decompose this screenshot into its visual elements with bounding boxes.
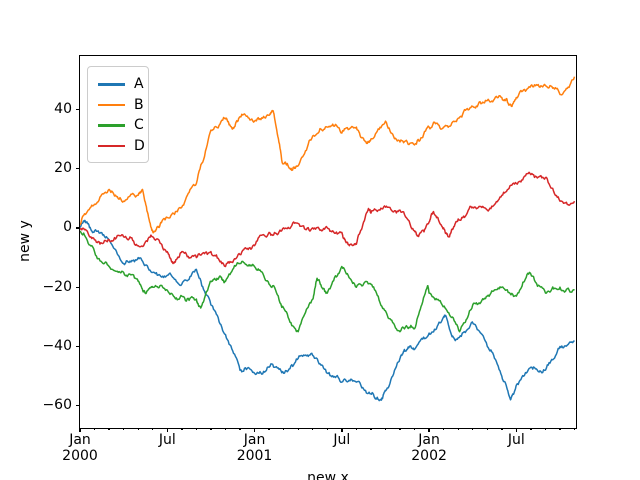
x-tick-label-year: 2001 <box>236 447 273 464</box>
x-minor-tick-mark <box>195 428 198 431</box>
x-minor-tick-mark <box>123 428 125 431</box>
y-tick-mark <box>75 168 80 170</box>
x-tick-label-year: 2000 <box>62 447 98 464</box>
x-minor-tick-mark <box>370 428 372 431</box>
y-tick-mark <box>75 405 80 407</box>
series-line-a <box>80 219 575 402</box>
legend-line-sample-d <box>98 144 125 147</box>
y-tick-label: −60 <box>42 397 72 414</box>
legend-entry-b: B <box>96 95 144 116</box>
y-tick-mark <box>75 345 80 348</box>
x-axis-label: new x <box>307 470 349 480</box>
x-minor-tick-mark <box>93 428 96 431</box>
legend-line-sample-a <box>98 83 125 86</box>
x-tick-label-month: Jan <box>418 432 440 448</box>
y-tick-label: 0 <box>63 219 72 236</box>
y-tick-label: 20 <box>54 160 72 177</box>
x-minor-tick-mark <box>326 428 328 431</box>
x-tick-label: Jul <box>307 432 377 449</box>
y-tick-mark <box>75 227 80 229</box>
x-tick-label-month: Jul <box>158 432 176 448</box>
x-minor-tick-mark <box>413 428 416 431</box>
x-minor-tick-mark <box>297 428 299 431</box>
y-tick-mark <box>75 108 80 111</box>
series-line-d <box>80 171 576 268</box>
x-tick-label-year: 2002 <box>411 447 447 464</box>
x-tick-label: Jan 2002 <box>394 432 464 464</box>
legend-line-sample-b <box>98 103 125 106</box>
x-minor-tick-mark <box>152 428 154 431</box>
x-major-tick-mark <box>253 428 256 432</box>
x-minor-tick-mark <box>268 428 270 431</box>
x-minor-tick-mark <box>210 428 212 431</box>
x-minor-tick-mark <box>472 428 474 431</box>
x-minor-tick-mark <box>457 428 459 431</box>
x-minor-tick-mark <box>544 428 547 431</box>
x-major-tick-mark <box>515 428 518 432</box>
legend-entry-d: D <box>96 136 145 157</box>
x-tick-label-month: Jan <box>69 432 91 448</box>
x-tick-label: Jan 2000 <box>45 432 115 464</box>
x-minor-tick-mark <box>443 428 445 431</box>
y-axis-label: new y <box>17 220 33 262</box>
x-major-tick-mark <box>79 428 81 432</box>
x-tick-label: Jul <box>132 432 202 449</box>
x-minor-tick-mark <box>137 428 139 431</box>
x-minor-tick-mark <box>108 428 110 431</box>
line-chart <box>80 76 576 402</box>
x-minor-tick-mark <box>530 428 532 431</box>
legend-label: D <box>134 137 145 154</box>
x-major-tick-mark <box>341 428 343 432</box>
legend-label: B <box>134 96 144 113</box>
legend-label: C <box>134 117 144 134</box>
x-minor-tick-mark <box>239 428 241 431</box>
x-tick-label-month: Jul <box>507 432 525 448</box>
x-tick-label-month: Jan <box>243 432 266 448</box>
plot-area <box>79 55 577 429</box>
series-line-c <box>80 230 575 333</box>
x-major-tick-mark <box>166 428 168 432</box>
x-minor-tick-mark <box>486 428 488 431</box>
x-minor-tick-mark <box>384 428 387 431</box>
x-tick-label: Jul <box>481 432 551 449</box>
y-tick-label: −20 <box>42 278 72 295</box>
legend-label: A <box>134 76 144 93</box>
y-tick-label: −40 <box>42 337 72 354</box>
x-minor-tick-mark <box>501 428 503 431</box>
x-minor-tick-mark <box>312 428 314 431</box>
x-minor-tick-mark <box>181 428 183 431</box>
x-tick-label-month: Jul <box>333 432 351 448</box>
x-minor-tick-mark <box>573 428 576 431</box>
x-major-tick-mark <box>428 428 430 432</box>
x-minor-tick-mark <box>399 428 401 431</box>
y-tick-mark <box>75 286 80 288</box>
x-minor-tick-mark <box>224 428 227 431</box>
series-line-b <box>80 76 576 234</box>
legend-entry-a: A <box>96 74 144 95</box>
legend-line-sample-c <box>98 124 125 127</box>
x-minor-tick-mark <box>559 428 561 431</box>
y-tick-label: 40 <box>54 100 72 117</box>
x-minor-tick-mark <box>355 428 358 431</box>
x-minor-tick-mark <box>283 428 285 431</box>
x-tick-label: Jan 2001 <box>220 432 290 464</box>
legend-entry-c: C <box>96 115 144 136</box>
